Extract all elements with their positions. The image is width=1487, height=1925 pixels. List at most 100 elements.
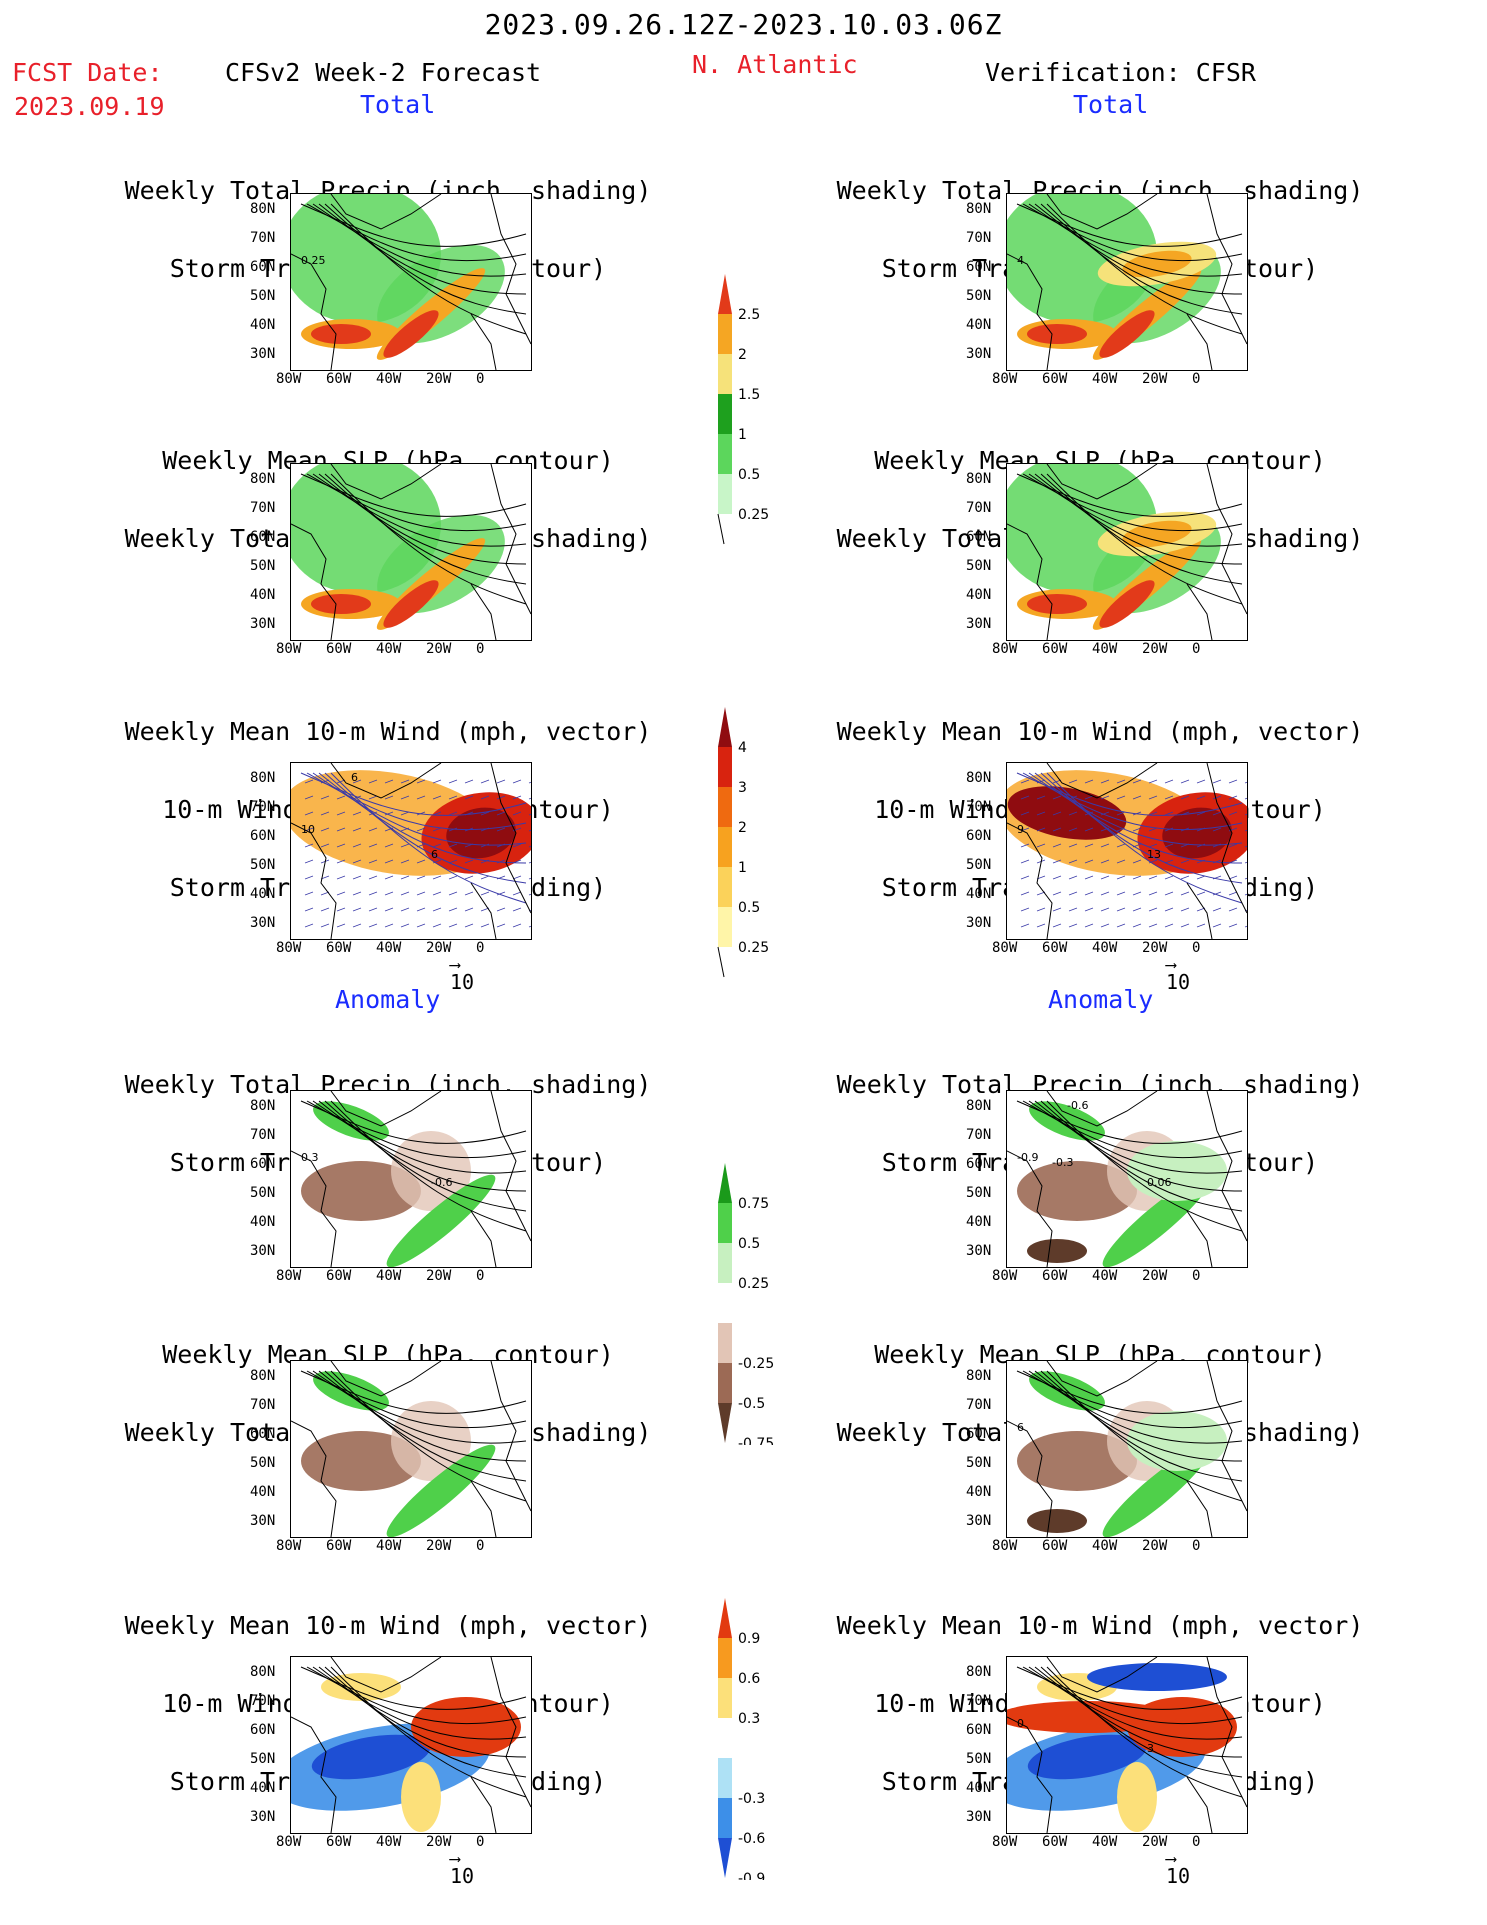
lon-tick-label: 80W <box>276 1268 302 1284</box>
lon-tick-label: 40W <box>1092 1538 1118 1554</box>
vector-reference-value: 10 <box>450 970 475 994</box>
lat-tick-label: 80N <box>966 770 992 786</box>
contour-label: -0.6 <box>431 1176 452 1189</box>
lon-tick-label: 40W <box>376 641 402 657</box>
lon-tick-label: 0 <box>476 1834 485 1850</box>
lat-tick-label: 40N <box>250 1780 276 1796</box>
reference-arrow-icon: ⟶ <box>1166 1849 1176 1868</box>
lat-tick-label: 50N <box>250 558 276 574</box>
lat-tick-label: 80N <box>966 1664 992 1680</box>
colorbar-segment <box>718 1718 732 1758</box>
lat-tick-label: 50N <box>966 1185 992 1201</box>
lat-tick-label: 60N <box>966 1426 992 1442</box>
lat-tick-label: 60N <box>966 1722 992 1738</box>
colorbar-segment <box>718 474 732 514</box>
colorbar-top-arrow <box>718 1163 732 1203</box>
vector-reference: ⟶ 10 <box>450 1849 475 1889</box>
lon-tick-label: 0 <box>476 371 485 387</box>
colorbar-segment <box>718 314 732 354</box>
fcst-date-label: FCST Date: <box>12 58 163 87</box>
lon-tick-label: 80W <box>992 1538 1018 1554</box>
colorbar-tail <box>717 946 725 978</box>
lat-tick-label: 30N <box>966 346 992 362</box>
reference-arrow-icon: ⟶ <box>450 1849 460 1868</box>
map-panel-fc-anom-1: 0.3 -0.6 <box>290 1090 532 1268</box>
lon-tick-label: 40W <box>376 940 402 956</box>
lon-tick-label: 0 <box>1192 641 1201 657</box>
map-panel-obs-total-1: 4 <box>1006 193 1248 371</box>
colorbar-tick-label: 1 <box>738 860 747 876</box>
lat-tick-label: 80N <box>966 1368 992 1384</box>
contour-label: 10 <box>301 823 315 836</box>
lat-tick-label: 70N <box>966 500 992 516</box>
lon-tick-label: 60W <box>326 371 352 387</box>
colorbar-segment <box>718 354 732 394</box>
lat-tick-label: 70N <box>250 500 276 516</box>
vector-reference-value: 10 <box>450 1864 475 1888</box>
vector-reference-value: 10 <box>1166 970 1191 994</box>
lon-tick-label: 40W <box>376 1834 402 1850</box>
lat-tick-label: 70N <box>966 1127 992 1143</box>
lon-tick-label: 60W <box>1042 371 1068 387</box>
forecast-anomaly-label: Anomaly <box>335 985 441 1014</box>
lon-tick-label: 80W <box>276 1834 302 1850</box>
lat-tick-label: 60N <box>966 529 992 545</box>
lat-tick-label: 80N <box>966 201 992 217</box>
lat-tick-label: 60N <box>250 259 276 275</box>
lon-tick-label: 80W <box>992 1268 1018 1284</box>
lon-tick-label: 40W <box>1092 641 1118 657</box>
colorbar-tick-label: 0.6 <box>738 1671 760 1687</box>
colorbar-tick-label: -0.9 <box>738 1871 765 1880</box>
lon-tick-label: 0 <box>476 940 485 956</box>
lat-tick-label: 40N <box>966 886 992 902</box>
contour-label: 13 <box>1147 848 1161 861</box>
lat-tick-label: 70N <box>250 230 276 246</box>
colorbar-tick-label: 2 <box>738 347 747 363</box>
lat-tick-label: 70N <box>966 230 992 246</box>
lat-tick-label: 80N <box>250 770 276 786</box>
lat-tick-label: 80N <box>250 1368 276 1384</box>
contour-label: 6 <box>351 771 358 784</box>
lat-tick-label: 40N <box>250 317 276 333</box>
contour-label: 0 <box>1017 1717 1024 1730</box>
colorbar-tick-label: -0.3 <box>738 1791 765 1807</box>
lon-tick-label: 40W <box>1092 371 1118 387</box>
colorbar-segment <box>718 867 732 907</box>
colorbar-tick-label: -0.75 <box>738 1436 774 1445</box>
lat-tick-label: 40N <box>966 1484 992 1500</box>
lat-tick-label: 30N <box>250 915 276 931</box>
colorbar-bottom-arrow <box>718 1403 732 1443</box>
map-panel-fc-anom-2 <box>290 1360 532 1538</box>
lon-tick-label: 0 <box>1192 1834 1201 1850</box>
lon-tick-label: 20W <box>426 1538 452 1554</box>
colorbar-segment <box>718 747 732 787</box>
colorbar-tick-label: 0.9 <box>738 1631 760 1647</box>
lat-tick-label: 60N <box>966 1156 992 1172</box>
colorbar-tick-label: 0.5 <box>738 900 760 916</box>
lon-tick-label: 40W <box>376 1538 402 1554</box>
lon-tick-label: 40W <box>1092 1834 1118 1850</box>
colorbar-tick-label: -0.5 <box>738 1396 765 1412</box>
colorbar-tick-label: 3 <box>738 780 747 796</box>
contour-label: 9 <box>1017 823 1024 836</box>
lat-tick-label: 40N <box>966 587 992 603</box>
lat-tick-label: 80N <box>966 471 992 487</box>
lon-tick-label: 80W <box>276 1538 302 1554</box>
lon-tick-label: 20W <box>1142 641 1168 657</box>
colorbar-tick-label: 0.75 <box>738 1196 769 1212</box>
colorbar-segment <box>718 1283 732 1323</box>
lon-tick-label: 80W <box>276 371 302 387</box>
lon-tick-label: 60W <box>1042 1268 1068 1284</box>
lon-tick-label: 60W <box>1042 940 1068 956</box>
lon-tick-label: 20W <box>426 641 452 657</box>
lon-tick-label: 0 <box>1192 1268 1201 1284</box>
vector-reference: ⟶ 10 <box>450 957 475 995</box>
lon-tick-label: 60W <box>326 1268 352 1284</box>
lat-tick-label: 60N <box>966 259 992 275</box>
colorbar-tick-label: 0.5 <box>738 467 760 483</box>
reference-arrow-icon: ⟶ <box>1166 955 1176 974</box>
lon-tick-label: 40W <box>1092 940 1118 956</box>
lat-tick-label: 40N <box>250 886 276 902</box>
lat-tick-label: 30N <box>966 915 992 931</box>
